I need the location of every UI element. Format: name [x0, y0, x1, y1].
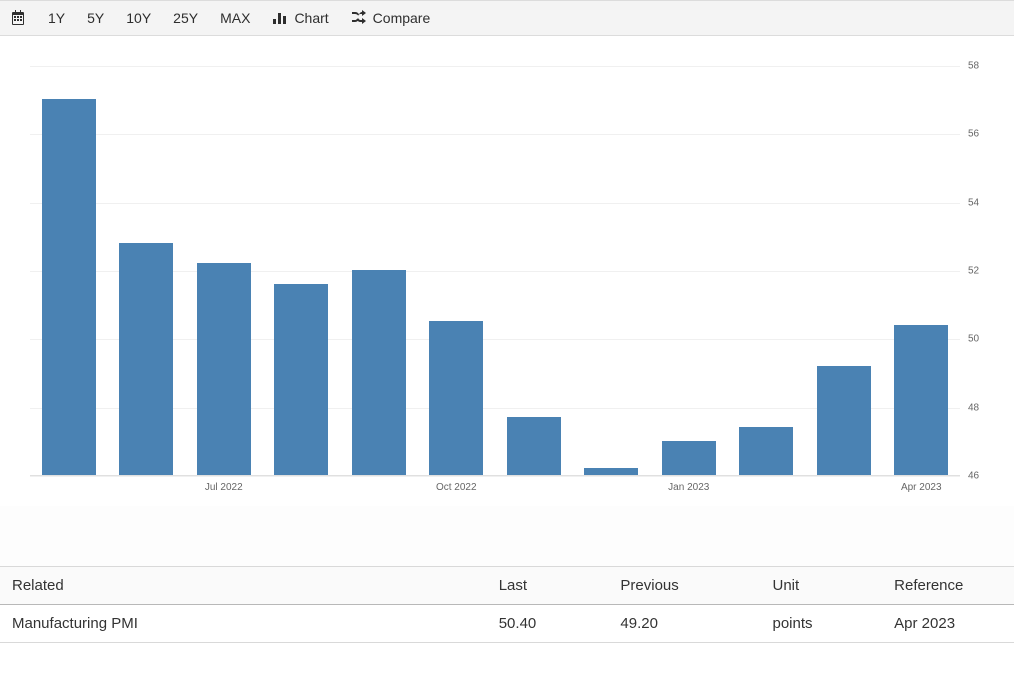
range-1y-button[interactable]: 1Y	[48, 10, 65, 26]
table-header-cell[interactable]: Previous	[608, 567, 760, 605]
time-range-toolbar: 1Y 5Y 10Y 25Y MAX Chart Compare	[0, 0, 1014, 36]
chart-bar[interactable]	[197, 263, 251, 475]
y-tick-label: 50	[968, 334, 979, 345]
chart-bar[interactable]	[119, 243, 173, 475]
shuffle-icon	[351, 9, 367, 28]
y-tick-label: 58	[968, 61, 979, 72]
compare-button[interactable]: Compare	[351, 9, 431, 28]
y-tick-label: 56	[968, 129, 979, 140]
bar-chart-icon	[272, 9, 288, 28]
table-cell: 49.20	[608, 605, 760, 643]
y-tick-label: 52	[968, 266, 979, 277]
plot-area	[30, 66, 960, 476]
chart-bar[interactable]	[739, 427, 793, 475]
chart-type-button[interactable]: Chart	[272, 9, 328, 28]
spacer	[0, 506, 1014, 566]
range-max-button[interactable]: MAX	[220, 10, 250, 26]
table-header-cell[interactable]: Reference	[882, 567, 1014, 605]
table-header-cell[interactable]: Last	[487, 567, 609, 605]
x-tick-label: Apr 2023	[901, 482, 942, 493]
chart-bar[interactable]	[662, 441, 716, 475]
chart-bar[interactable]	[42, 99, 96, 475]
x-tick-label: Jan 2023	[668, 482, 709, 493]
chart-bar[interactable]	[274, 284, 328, 475]
calendar-icon[interactable]	[10, 10, 26, 26]
table-body: Manufacturing PMI50.4049.20pointsApr 202…	[0, 605, 1014, 643]
chart-bar[interactable]	[352, 270, 406, 475]
chart-type-label: Chart	[294, 10, 328, 26]
table-header-cell[interactable]: Related	[0, 567, 487, 605]
table-cell: Manufacturing PMI	[0, 605, 487, 643]
table-cell: points	[760, 605, 882, 643]
table-header-row: RelatedLastPreviousUnitReference	[0, 567, 1014, 605]
chart-bar[interactable]	[584, 468, 638, 475]
y-tick-label: 54	[968, 197, 979, 208]
range-10y-button[interactable]: 10Y	[126, 10, 151, 26]
x-tick-label: Oct 2022	[436, 482, 477, 493]
chart-bar[interactable]	[817, 366, 871, 475]
table-row[interactable]: Manufacturing PMI50.4049.20pointsApr 202…	[0, 605, 1014, 643]
chart-bar[interactable]	[429, 321, 483, 475]
table-cell: Apr 2023	[882, 605, 1014, 643]
related-data-table: RelatedLastPreviousUnitReference Manufac…	[0, 566, 1014, 643]
range-25y-button[interactable]: 25Y	[173, 10, 198, 26]
chart-bar[interactable]	[507, 417, 561, 475]
table-header-cell[interactable]: Unit	[760, 567, 882, 605]
chart-bar[interactable]	[894, 325, 948, 475]
pmi-bar-chart: 46 48 50 52 54 56 58 Jul 2022 Oct 2022 Jan 2023 A…	[0, 36, 1014, 506]
range-5y-button[interactable]: 5Y	[87, 10, 104, 26]
y-tick-label: 48	[968, 402, 979, 413]
table-cell: 50.40	[487, 605, 609, 643]
y-tick-label: 46	[968, 471, 979, 482]
compare-label: Compare	[373, 10, 431, 26]
x-tick-label: Jul 2022	[205, 482, 243, 493]
